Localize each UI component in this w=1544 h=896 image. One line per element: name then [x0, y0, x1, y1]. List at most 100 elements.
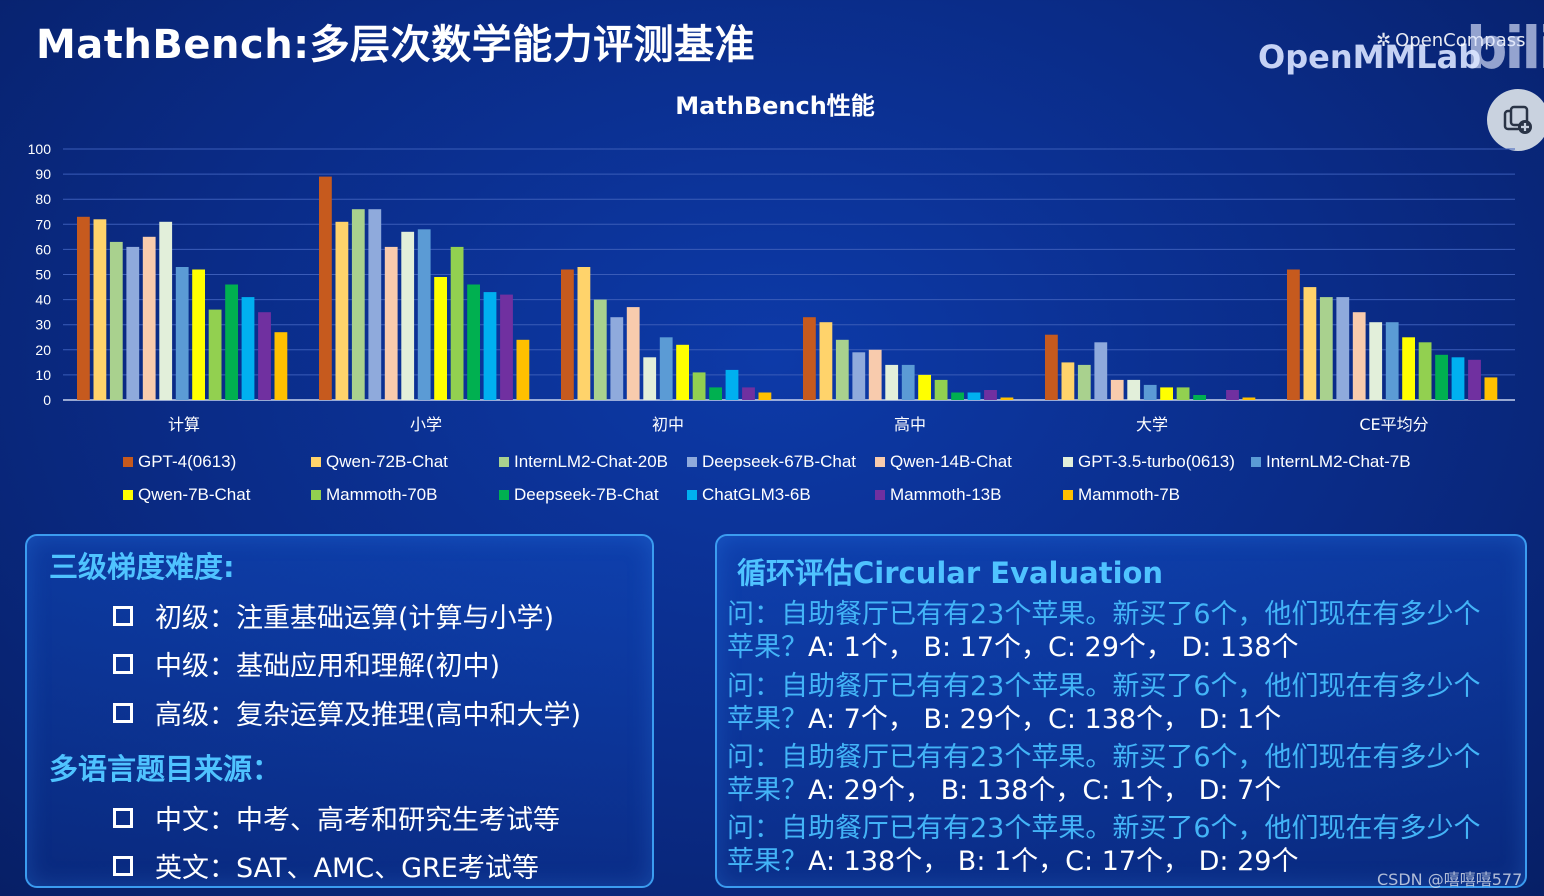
bar-qwen-14b-chat-4: [1110, 379, 1124, 400]
bar-qwen-7b-chat-0: [192, 269, 205, 400]
bar-mammoth-7b-3: [1000, 397, 1014, 400]
x-tick-label: 大学: [1136, 415, 1168, 434]
difficulty-heading: 三级梯度难度:: [49, 550, 235, 584]
bar-gpt-3-5-turbo-0613--4: [1127, 379, 1141, 400]
opencompass-label: OpenCompass: [1395, 30, 1526, 51]
legend-label: Mammoth-13B: [890, 485, 1002, 504]
bilibili-logo: bili: [1466, 14, 1544, 82]
sources-heading: 多语言题目来源：: [49, 752, 282, 786]
y-tick-label: 40: [35, 292, 51, 308]
bar-gpt-4-0613--0: [77, 216, 90, 400]
legend-swatch: [1063, 490, 1073, 500]
difficulty-panel: 三级梯度难度: 初级：注重基础运算(计算与小学) 中级：基础应用和理解(初中) …: [25, 534, 654, 888]
legend-item: Qwen-72B-Chat: [311, 452, 448, 472]
bar-gpt-4-0613--3: [803, 317, 816, 400]
bar-mammoth-7b-4: [1242, 397, 1256, 400]
legend-swatch: [311, 457, 321, 467]
level-item: 高级：复杂运算及推理(高中和大学): [113, 693, 581, 732]
checkbox-icon: [113, 702, 133, 723]
bar-mammoth-13b-2: [742, 387, 755, 400]
x-tick-label: 计算: [168, 415, 200, 434]
x-tick-label: CE平均分: [1359, 415, 1428, 434]
copy-plus-icon: [1503, 105, 1532, 134]
save-overlay-button[interactable]: [1487, 89, 1544, 151]
bar-internlm2-chat-20b-3: [835, 339, 849, 400]
bar-internlm2-chat-20b-0: [109, 241, 123, 400]
bar-chart: MathBench性能 0 10 20 30 40 50 60 70 80 90 100 计算 小学 初…: [28, 92, 1515, 434]
legend-swatch: [687, 457, 697, 467]
bar-mammoth-70b-0: [208, 309, 222, 400]
bar-mammoth-7b-1: [516, 339, 530, 400]
source-item: 英文：SAT、AMC、GRE考试等: [113, 846, 539, 885]
bar-gpt-3-5-turbo-0613--2: [643, 357, 657, 400]
checkbox-icon: [113, 807, 133, 828]
bar-mammoth-7b-5: [1484, 377, 1498, 400]
y-tick-label: 60: [35, 241, 51, 257]
legend-label: Qwen-7B-Chat: [138, 485, 251, 504]
bar-internlm2-chat-7b-0: [175, 267, 189, 400]
legend-item: GPT-3.5-turbo(0613): [1063, 452, 1235, 472]
bar-mammoth-70b-2: [692, 372, 706, 400]
bar-mammoth-7b-2: [758, 392, 772, 400]
bar-mammoth-13b-4: [1226, 390, 1239, 400]
source-item: 中文：中考、高考和研究生考试等: [113, 798, 560, 837]
bars: [77, 176, 1498, 401]
bar-qwen-14b-chat-2: [626, 307, 640, 400]
legend-label: Mammoth-7B: [1078, 485, 1181, 504]
legend-item: Mammoth-70B: [311, 485, 437, 505]
legend-label: InternLM2-Chat-20B: [514, 452, 669, 471]
level-item: 初级：注重基础运算(计算与小学): [113, 596, 554, 635]
x-tick-label: 初中: [652, 415, 684, 434]
y-tick-label: 100: [28, 141, 52, 157]
bar-qwen-72b-chat-1: [335, 221, 349, 400]
y-tick-label: 10: [35, 367, 51, 383]
bar-gpt-4-0613--4: [1045, 334, 1058, 400]
legend-label: GPT-4(0613): [138, 452, 237, 471]
question-item: 问：自助餐厅已有有23个苹果。新买了6个，他们现在有多少个 苹果？A: 7个， …: [727, 671, 1481, 735]
circular-eval-panel: 循环评估Circular Evaluation 问：自助餐厅已有有23个苹果。新…: [715, 534, 1527, 888]
checkbox-icon: [113, 855, 133, 876]
bar-chatglm3-6b-5: [1451, 357, 1465, 400]
legend-item: Deepseek-7B-Chat: [499, 485, 659, 505]
legend-swatch: [499, 457, 509, 467]
legend-label: Deepseek-7B-Chat: [514, 485, 659, 504]
bar-internlm2-chat-7b-3: [901, 364, 915, 400]
chart-grid: [63, 148, 1515, 401]
bar-gpt-3-5-turbo-0613--5: [1369, 322, 1383, 400]
legend-label: ChatGLM3-6B: [702, 485, 811, 504]
legend-swatch: [1251, 457, 1261, 467]
y-axis: 0 10 20 30 40 50 60 70 80 90 100: [28, 141, 52, 408]
y-tick-label: 0: [43, 392, 51, 408]
watermark: CSDN @嘻嘻嘻577: [1377, 870, 1523, 889]
legend-label: Qwen-72B-Chat: [326, 452, 448, 471]
legend-item: InternLM2-Chat-7B: [1251, 452, 1411, 472]
bar-qwen-7b-chat-2: [676, 344, 689, 400]
y-tick-label: 50: [35, 267, 51, 283]
bar-internlm2-chat-20b-5: [1319, 297, 1333, 400]
bar-deepseek-67b-chat-3: [852, 352, 866, 400]
bar-chatglm3-6b-3: [967, 392, 981, 400]
bar-deepseek-7b-chat-5: [1435, 354, 1448, 400]
bar-gpt-4-0613--2: [561, 269, 574, 400]
legend-item: Mammoth-7B: [1063, 485, 1180, 505]
bar-internlm2-chat-7b-1: [417, 229, 431, 400]
legend-label: Deepseek-67B-Chat: [702, 452, 857, 471]
legend-item: ChatGLM3-6B: [687, 485, 811, 505]
chart-title: MathBench性能: [675, 92, 875, 120]
page-title: MathBench:多层次数学能力评测基准: [36, 22, 756, 68]
bar-chatglm3-6b-0: [241, 297, 255, 400]
bar-deepseek-67b-chat-5: [1336, 297, 1350, 400]
x-axis: 计算 小学 初中 高中 大学 CE平均分: [168, 415, 1429, 434]
y-tick-label: 70: [35, 216, 51, 232]
y-tick-label: 20: [35, 342, 51, 358]
y-tick-label: 30: [35, 317, 51, 333]
bar-chatglm3-6b-2: [725, 369, 739, 400]
y-tick-label: 80: [35, 191, 51, 207]
legend-label: GPT-3.5-turbo(0613): [1078, 452, 1235, 471]
bar-deepseek-7b-chat-3: [951, 392, 964, 400]
circular-eval-heading: 循环评估Circular Evaluation: [737, 556, 1164, 590]
legend-swatch: [875, 457, 885, 467]
bar-qwen-14b-chat-3: [868, 349, 882, 400]
bar-deepseek-67b-chat-4: [1094, 342, 1108, 400]
bar-mammoth-13b-5: [1468, 359, 1481, 400]
